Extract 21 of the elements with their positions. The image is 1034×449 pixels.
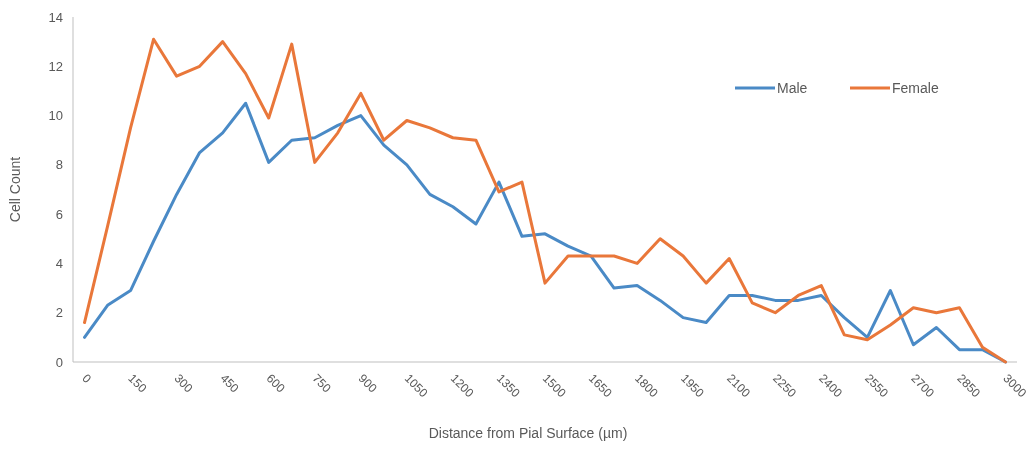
- x-tick-label: 450: [217, 371, 242, 396]
- y-tick-label: 12: [48, 58, 63, 74]
- y-tick-label: 0: [55, 354, 63, 370]
- x-tick-label: 300: [171, 371, 196, 396]
- legend-label: Female: [892, 79, 939, 96]
- x-tick-label: 900: [355, 371, 380, 396]
- y-tick-label: 10: [48, 108, 63, 124]
- y-tick-label: 2: [55, 305, 63, 321]
- y-tick-label: 6: [55, 206, 63, 222]
- x-tick-label: 150: [125, 371, 150, 396]
- x-tick-label: 600: [263, 371, 288, 396]
- y-tick-label: 14: [48, 9, 63, 25]
- y-tick-label: 4: [55, 255, 63, 271]
- x-tick-label: 750: [309, 371, 334, 396]
- line-series: [83, 101, 1007, 364]
- line-series: [83, 37, 1007, 364]
- y-tick-label: 8: [55, 157, 63, 173]
- legend-label: Male: [777, 79, 808, 96]
- x-axis-title: Distance from Pial Surface (µm): [428, 425, 628, 441]
- y-axis-title: Cell Count: [7, 156, 23, 223]
- x-tick-label: 0: [79, 371, 95, 387]
